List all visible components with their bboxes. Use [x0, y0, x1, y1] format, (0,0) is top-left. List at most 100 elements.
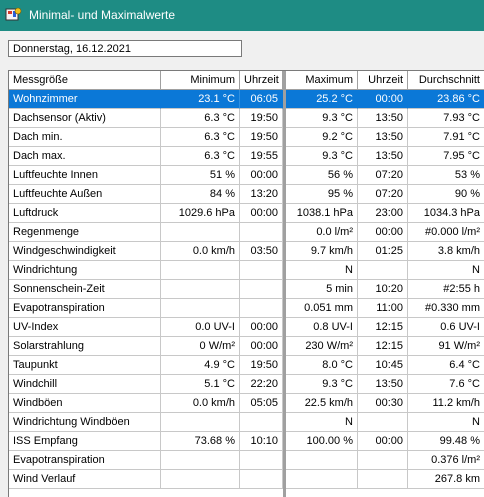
- cell-max-time: [358, 261, 408, 280]
- cell-average: 1034.3 hPa: [408, 204, 484, 223]
- cell-measure: Windrichtung: [9, 261, 161, 280]
- column-header-average[interactable]: Durchschnitt: [408, 71, 484, 90]
- cell-maximum: 95 %: [286, 185, 358, 204]
- cell-measure: Sonnenschein-Zeit: [9, 280, 161, 299]
- cell-min-time: 19:50: [240, 356, 283, 375]
- table-row[interactable]: Solarstrahlung 0 W/m² 00:00 230 W/m² 12:15 91…: [9, 337, 484, 356]
- cell-max-time: 10:45: [358, 356, 408, 375]
- cell-maximum: 8.0 °C: [286, 356, 358, 375]
- table-row[interactable]: Windrichtung Windböen N N: [9, 413, 484, 432]
- table-row[interactable]: Dachsensor (Aktiv) 6.3 °C 19:50 9.3 °C 13:50…: [9, 109, 484, 128]
- weather-app-icon: [5, 7, 22, 21]
- table-row[interactable]: Regenmenge 0.0 l/m² 00:00 #0.000 l/m²: [9, 223, 484, 242]
- table-row[interactable]: Wohnzimmer 23.1 °C 06:05 25.2 °C 00:00 23.86 …: [9, 90, 484, 109]
- cell-average: #0.330 mm: [408, 299, 484, 318]
- cell-maximum: 5 min: [286, 280, 358, 299]
- cell-measure: Luftdruck: [9, 204, 161, 223]
- cell-minimum: [161, 223, 240, 242]
- cell-maximum: 22.5 km/h: [286, 394, 358, 413]
- cell-minimum: 6.3 °C: [161, 128, 240, 147]
- cell-max-time: [358, 470, 408, 489]
- cell-min-time: 19:50: [240, 109, 283, 128]
- cell-average: 11.2 km/h: [408, 394, 484, 413]
- column-header-maximum[interactable]: Maximum: [286, 71, 358, 90]
- cell-min-time: [240, 451, 283, 470]
- cell-average: 3.8 km/h: [408, 242, 484, 261]
- column-divider: [283, 71, 286, 497]
- cell-maximum: 9.7 km/h: [286, 242, 358, 261]
- cell-minimum: 6.3 °C: [161, 147, 240, 166]
- cell-measure: Windchill: [9, 375, 161, 394]
- table-row[interactable]: Wind Verlauf 267.8 km: [9, 470, 484, 489]
- title-bar: Minimal- und Maximalwerte: [0, 0, 484, 31]
- table-row[interactable]: Windgeschwindigkeit 0.0 km/h 03:50 9.7 km/h…: [9, 242, 484, 261]
- table-row[interactable]: Luftfeuchte Außen 84 % 13:20 95 % 07:20 90 %: [9, 185, 484, 204]
- cell-minimum: 1029.6 hPa: [161, 204, 240, 223]
- cell-measure: Wind Verlauf: [9, 470, 161, 489]
- cell-average: 53 %: [408, 166, 484, 185]
- cell-measure: Solarstrahlung: [9, 337, 161, 356]
- cell-max-time: 13:50: [358, 109, 408, 128]
- cell-average: #2:55 h: [408, 280, 484, 299]
- date-field[interactable]: Donnerstag, 16.12.2021: [8, 40, 242, 57]
- cell-minimum: 0.0 km/h: [161, 242, 240, 261]
- cell-max-time: 07:20: [358, 166, 408, 185]
- cell-maximum: 100.00 %: [286, 432, 358, 451]
- cell-average: 90 %: [408, 185, 484, 204]
- table-row[interactable]: Sonnenschein-Zeit 5 min 10:20 #2:55 h: [9, 280, 484, 299]
- cell-min-time: [240, 223, 283, 242]
- table-row[interactable]: Luftfeuchte Innen 51 % 00:00 56 % 07:20 53 %: [9, 166, 484, 185]
- table-header: Messgröße Minimum Uhrzeit Maximum Uhrzei…: [9, 71, 484, 90]
- cell-minimum: [161, 261, 240, 280]
- cell-maximum: 230 W/m²: [286, 337, 358, 356]
- cell-measure: Regenmenge: [9, 223, 161, 242]
- table-row[interactable]: Windrichtung N N: [9, 261, 484, 280]
- cell-minimum: 6.3 °C: [161, 109, 240, 128]
- cell-min-time: 10:10: [240, 432, 283, 451]
- table-row[interactable]: Dach min. 6.3 °C 19:50 9.2 °C 13:50 7.91 °C: [9, 128, 484, 147]
- cell-minimum: [161, 413, 240, 432]
- cell-minimum: 23.1 °C: [161, 90, 240, 109]
- table-row[interactable]: Evapotranspiration 0.376 l/m²: [9, 451, 484, 470]
- cell-maximum: N: [286, 413, 358, 432]
- cell-min-time: 03:50: [240, 242, 283, 261]
- table-row[interactable]: UV-Index 0.0 UV-I 00:00 0.8 UV-I 12:15 0.6 UV…: [9, 318, 484, 337]
- table-row[interactable]: Windchill 5.1 °C 22:20 9.3 °C 13:50 7.6 °C: [9, 375, 484, 394]
- cell-maximum: 9.3 °C: [286, 109, 358, 128]
- cell-max-time: 11:00: [358, 299, 408, 318]
- cell-average: 7.93 °C: [408, 109, 484, 128]
- cell-measure: Windgeschwindigkeit: [9, 242, 161, 261]
- cell-average: 91 W/m²: [408, 337, 484, 356]
- column-header-max-time[interactable]: Uhrzeit: [358, 71, 408, 90]
- table-row[interactable]: Dach max. 6.3 °C 19:55 9.3 °C 13:50 7.95 °C: [9, 147, 484, 166]
- cell-measure: Dach max.: [9, 147, 161, 166]
- cell-maximum: [286, 470, 358, 489]
- cell-minimum: 4.9 °C: [161, 356, 240, 375]
- column-header-minimum[interactable]: Minimum: [161, 71, 240, 90]
- column-header-min-time[interactable]: Uhrzeit: [240, 71, 283, 90]
- cell-max-time: 01:25: [358, 242, 408, 261]
- table-row[interactable]: Luftdruck 1029.6 hPa 00:00 1038.1 hPa 23:00 1…: [9, 204, 484, 223]
- table-row[interactable]: Windböen 0.0 km/h 05:05 22.5 km/h 00:30 11.2 …: [9, 394, 484, 413]
- cell-minimum: 73.68 %: [161, 432, 240, 451]
- cell-measure: Evapotranspiration: [9, 451, 161, 470]
- cell-max-time: 12:15: [358, 337, 408, 356]
- table-row[interactable]: ISS Empfang 73.68 % 10:10 100.00 % 00:00 99.4…: [9, 432, 484, 451]
- table-row[interactable]: Taupunkt 4.9 °C 19:50 8.0 °C 10:45 6.4 °C: [9, 356, 484, 375]
- cell-average: 7.91 °C: [408, 128, 484, 147]
- column-header-measure[interactable]: Messgröße: [9, 71, 161, 90]
- cell-maximum: N: [286, 261, 358, 280]
- cell-average: 0.6 UV-I: [408, 318, 484, 337]
- cell-minimum: 0.0 km/h: [161, 394, 240, 413]
- cell-min-time: [240, 261, 283, 280]
- cell-minimum: [161, 451, 240, 470]
- cell-average: N: [408, 261, 484, 280]
- cell-average: 7.95 °C: [408, 147, 484, 166]
- cell-min-time: 13:20: [240, 185, 283, 204]
- cell-max-time: [358, 413, 408, 432]
- cell-min-time: [240, 413, 283, 432]
- cell-minimum: [161, 470, 240, 489]
- cell-maximum: 25.2 °C: [286, 90, 358, 109]
- cell-average: #0.000 l/m²: [408, 223, 484, 242]
- table-row[interactable]: Evapotranspiration 0.051 mm 11:00 #0.330 mm: [9, 299, 484, 318]
